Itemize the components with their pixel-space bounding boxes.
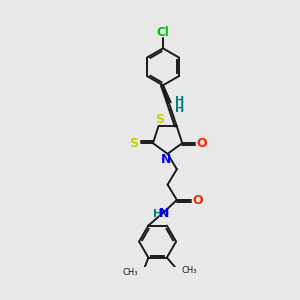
Text: CH₃: CH₃ xyxy=(123,268,138,277)
Text: H: H xyxy=(175,104,184,114)
Text: CH₃: CH₃ xyxy=(182,266,197,275)
Text: H: H xyxy=(175,96,184,106)
Text: N: N xyxy=(161,154,171,166)
Text: S: S xyxy=(156,113,165,126)
Text: O: O xyxy=(196,137,207,150)
Text: O: O xyxy=(192,194,203,206)
Text: N: N xyxy=(159,207,169,220)
Text: H: H xyxy=(153,209,162,219)
Text: Cl: Cl xyxy=(157,26,169,39)
Text: S: S xyxy=(129,137,138,150)
